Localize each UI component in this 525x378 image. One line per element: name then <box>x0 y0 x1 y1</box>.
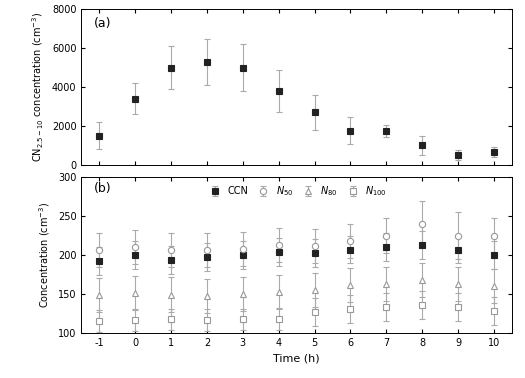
X-axis label: Time (h): Time (h) <box>274 353 320 363</box>
Y-axis label: Concentration (cm$^{-3}$): Concentration (cm$^{-3}$) <box>37 202 53 308</box>
Text: (a): (a) <box>94 17 112 30</box>
Y-axis label: CN$_{2.5-10}$ concentration (cm$^{-3}$): CN$_{2.5-10}$ concentration (cm$^{-3}$) <box>31 12 46 162</box>
Text: (b): (b) <box>94 182 112 195</box>
Legend: CCN, $N_{50}$, $N_{80}$, $N_{100}$: CCN, $N_{50}$, $N_{80}$, $N_{100}$ <box>204 182 389 200</box>
